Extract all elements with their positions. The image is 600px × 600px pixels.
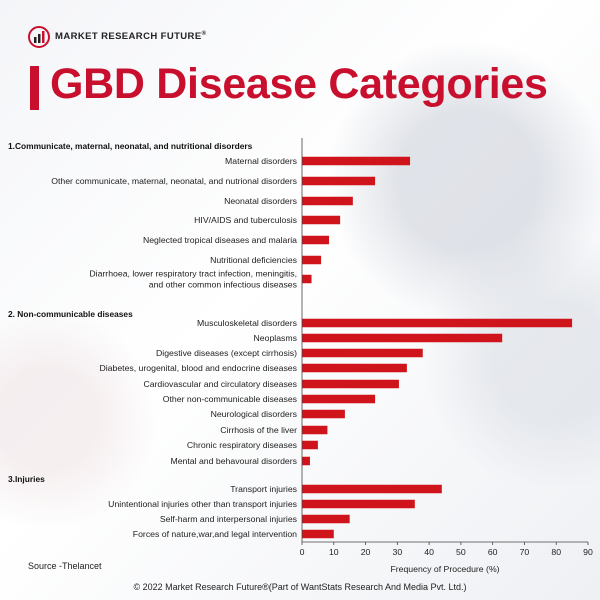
bar [302,379,399,389]
bar [302,255,322,265]
category-label: Transport injuries [230,484,297,494]
brand-reg-mark: ® [201,31,207,38]
bar [302,529,334,539]
x-tick-label: 30 [392,547,402,557]
category-label: HIV/AIDS and tuberculosis [194,215,298,225]
bar [302,394,376,404]
category-label: Chronic respiratory diseases [187,440,298,450]
category-label: Self-harm and interpersonal injuries [160,514,298,524]
bar [302,333,503,343]
bar [302,235,330,245]
title-accent-bar [30,66,39,110]
bar [302,196,353,206]
bar [302,514,350,524]
bar [302,348,423,358]
category-label: Diabetes, urogenital, blood and endocrin… [99,363,297,373]
category-label: Neoplasms [254,333,298,343]
bar [302,499,415,509]
bar [302,363,407,373]
category-label: Diarrhoea, lower respiratory tract infec… [89,269,297,279]
bar [302,456,310,466]
category-label: Digestive diseases (except cirrhosis) [156,348,297,358]
group-header: 3.Injuries [8,474,45,484]
brand-name: MARKET RESEARCH FUTURE® [55,31,207,43]
x-tick-label: 40 [424,547,434,557]
x-axis-label: Frequency of Procedure (%) [390,564,499,574]
brand-logo-icon [28,26,50,48]
page-title: GBD Disease Categories [50,60,548,108]
category-label: Neonatal disorders [224,196,298,206]
group-header: 1.Communicate, maternal, neonatal, and n… [8,141,253,151]
category-label: Nutritional deficiencies [210,255,298,265]
bar [302,409,345,419]
brand-logo: MARKET RESEARCH FUTURE® [28,26,206,48]
x-tick-label: 50 [456,547,466,557]
category-label: Neglected tropical diseases and malaria [143,235,297,245]
x-tick-label: 20 [361,547,371,557]
category-label: Cardiovascular and circulatory diseases [143,379,297,389]
category-label: Unintentional injuries other than transp… [108,499,297,509]
bar [302,440,318,450]
source-note: Source -Thelancet [28,561,102,571]
bar [302,425,328,435]
category-label: Other communicate, maternal, neonatal, a… [51,176,297,186]
category-label: Forces of nature,war,and legal intervent… [133,529,297,539]
bar [302,156,411,166]
bar [302,484,442,494]
x-tick-label: 90 [583,547,593,557]
category-label: Maternal disorders [225,156,298,166]
category-label: Other non-communicable diseases [163,394,298,404]
x-tick-label: 60 [488,547,498,557]
bar [302,318,573,328]
category-label: Cirrhosis of the liver [220,425,297,435]
copyright-note: © 2022 Market Research Future®(Part of W… [133,582,467,592]
category-label: Musculoskeletal disorders [197,318,298,328]
category-label: and other common infectious diseases [149,280,298,290]
category-label: Neurological disorders [211,409,298,419]
category-label: Mental and behavoural disorders [170,456,297,466]
x-tick-label: 70 [520,547,530,557]
bar [302,274,312,284]
bar [302,215,341,225]
x-tick-label: 10 [329,547,339,557]
x-tick-label: 0 [300,547,305,557]
bar [302,176,376,186]
x-tick-label: 80 [551,547,561,557]
group-header: 2. Non-communicable diseases [8,309,133,319]
